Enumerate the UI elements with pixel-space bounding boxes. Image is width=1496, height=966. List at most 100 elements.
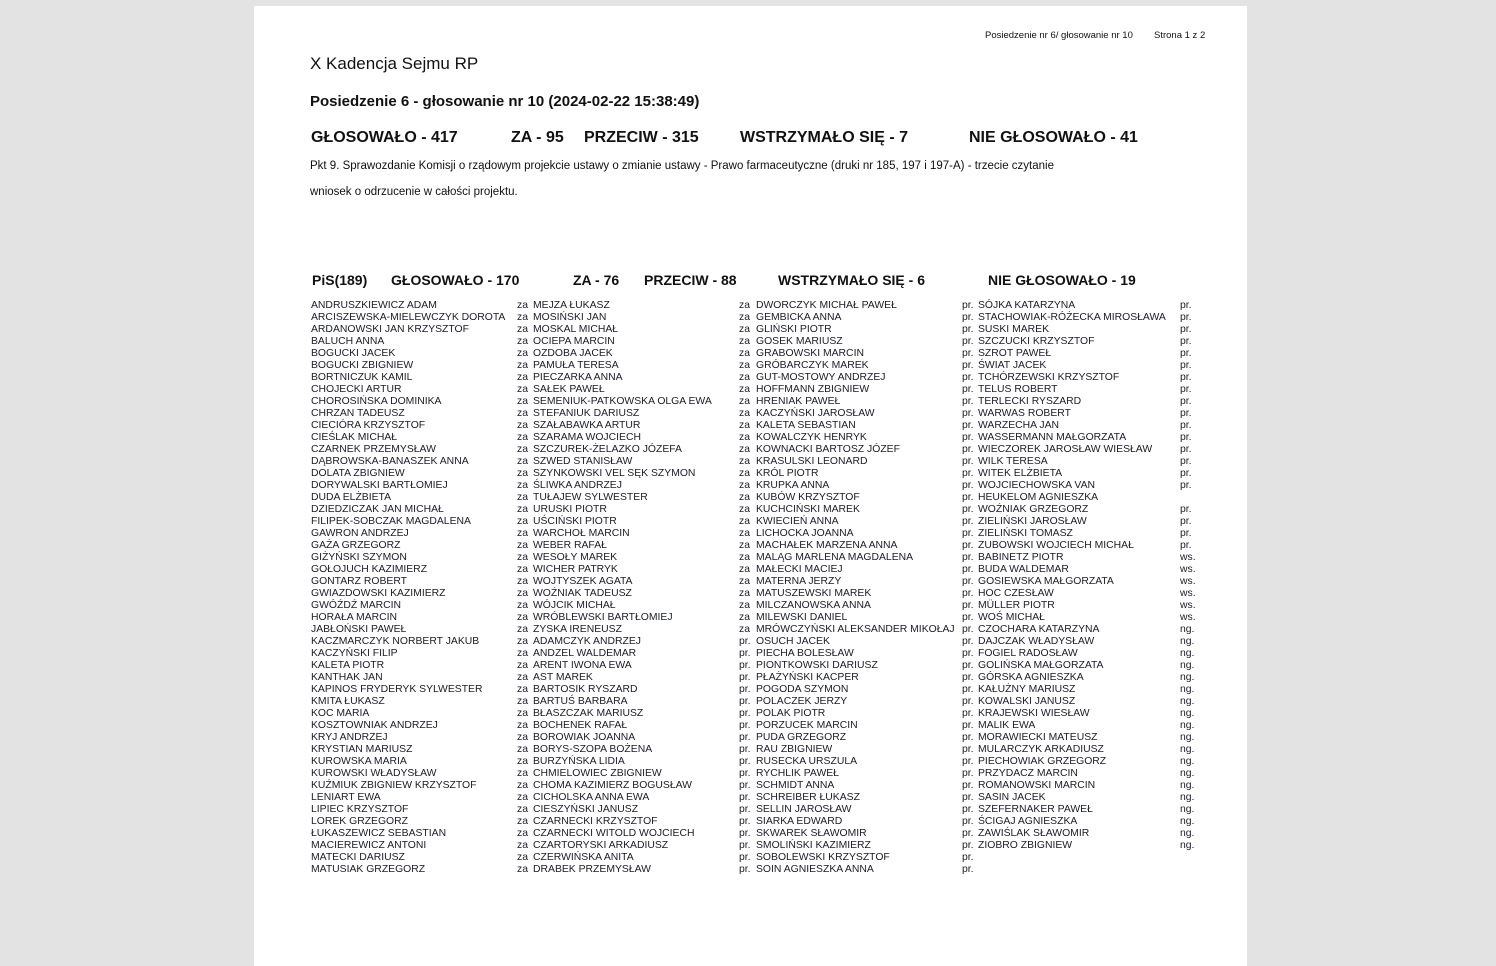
member-vote: pr. [1180,432,1192,443]
member-name: CZARNECKI KRZYSZTOF [533,816,658,827]
member-name: KOSZTOWNIAK ANDRZEJ [311,720,438,731]
member-row: SELLIN JAROSŁAW pr. [756,804,978,816]
member-name: SUSKI MAREK [978,324,1050,335]
member-row: KACZMARCZYK NORBERT JAKUB za [311,636,533,648]
member-name: KRÓL PIOTR [756,468,819,479]
member-vote: pr. [739,852,751,863]
member-name: KACZMARCZYK NORBERT JAKUB [311,636,480,647]
member-vote: za [517,756,528,767]
member-name: WITEK ELŻBIETA [978,468,1063,479]
member-vote: pr. [962,804,974,815]
member-row: BOGUCKI ZBIGNIEW za [311,360,533,372]
member-row: KOWALSKI JANUSZ ng. [978,696,1200,708]
member-row: SZYNKOWSKI VEL SĘK SZYMON za [533,468,755,480]
member-vote: pr. [962,624,974,635]
motion-description: wniosek o odrzucenie w całości projektu. [310,186,518,198]
member-vote: pr. [962,348,974,359]
member-name: SZARAMA WOJCIECH [533,432,641,443]
member-row: KRAJEWSKI WIESŁAW ng. [978,708,1200,720]
member-row: PIECHA BOLESŁAW pr. [756,648,978,660]
member-name: WOJCIECHOWSKA VAN HEUKELOM AGNIESZKA [978,480,1099,503]
member-vote: pr. [962,708,974,719]
member-row: BUDA WALDEMAR ws. [978,564,1200,576]
member-vote: za [517,864,528,875]
member-row: WRÓBLEWSKI BARTŁOMIEJ za [533,612,755,624]
member-name: MATERNA JERZY [756,576,842,587]
member-name: PIECZARKA ANNA [533,372,623,383]
member-name: KAPINOS FRYDERYK SYLWESTER [311,684,483,695]
member-name: WOJTYSZEK AGATA [533,576,633,587]
member-name: GIŻYŃSKI SZYMON [311,552,407,563]
member-row: KRYJ ANDRZEJ za [311,732,533,744]
member-name: SOBOLEWSKI KRZYSZTOF [756,852,890,863]
member-vote: pr. [962,828,974,839]
member-vote: ws. [1180,576,1196,587]
member-name: STACHOWIAK-RÓŻECKA MIROSŁAWA [978,312,1166,323]
member-row: GWÓŹDŹ MARCIN za [311,600,533,612]
member-row: GWIAZDOWSKI KAZIMIERZ za [311,588,533,600]
member-vote: za [517,804,528,815]
member-vote: za [739,480,750,491]
member-vote: za [517,636,528,647]
member-row: GRABOWSKI MARCIN pr. [756,348,978,360]
member-vote: pr. [962,600,974,611]
member-row: KRÓL PIOTR pr. [756,468,978,480]
member-vote: za [739,516,750,527]
member-vote: pr. [1180,420,1192,431]
member-row: TUŁAJEW SYLWESTER za [533,492,755,504]
member-row: WOŚ MICHAŁ ws. [978,612,1200,624]
member-vote: ng. [1180,792,1195,803]
member-row: DUDA ELŻBIETA za [311,492,533,504]
member-row: ZYSKA IRENEUSZ za [533,624,755,636]
member-row: GRÓBARCZYK MAREK pr. [756,360,978,372]
member-vote: ng. [1180,696,1195,707]
member-row: MACIEREWICZ ANTONI za [311,840,533,852]
member-row: MALĄG MARLENA MAGDALENA pr. [756,552,978,564]
member-vote: za [739,468,750,479]
member-name: WILK TERESA [978,456,1048,467]
member-row: CHRZAN TADEUSZ za [311,408,533,420]
member-vote: za [517,840,528,851]
member-row: SKWAREK SŁAWOMIR pr. [756,828,978,840]
member-row: OZDOBA JACEK za [533,348,755,360]
member-row: SUSKI MAREK pr. [978,324,1200,336]
member-vote: za [739,492,750,503]
member-row: STEFANIUK DARIUSZ za [533,408,755,420]
member-vote: pr. [962,816,974,827]
member-vote: za [517,372,528,383]
member-row: SCHMIDT ANNA pr. [756,780,978,792]
member-row: KOSZTOWNIAK ANDRZEJ za [311,720,533,732]
member-name: ANDRUSZKIEWICZ ADAM [311,300,437,311]
member-vote: ng. [1180,636,1195,647]
member-vote: pr. [962,516,974,527]
member-row: SZARAMA WOJCIECH za [533,432,755,444]
member-row: MACHAŁEK MARZENA ANNA pr. [756,540,978,552]
member-name: ZYSKA IRENEUSZ [533,624,622,635]
member-row: BORYS-SZOPA BOŻENA pr. [533,744,755,756]
member-row: KWIECIEŃ ANNA pr. [756,516,978,528]
member-name: RUSECKA URSZULA [756,756,858,767]
member-vote: za [517,444,528,455]
member-name: BUDA WALDEMAR [978,564,1069,575]
member-name: SKWAREK SŁAWOMIR [756,828,867,839]
member-name: RYCHLIK PAWEŁ [756,768,839,779]
document-page: Posiedzenie nr 6/ głosowanie nr 10 Stron… [254,6,1247,966]
member-vote: pr. [739,708,751,719]
member-vote: pr. [962,768,974,779]
member-name: OSUCH JACEK [756,636,830,647]
member-vote: pr. [962,684,974,695]
member-name: SEMENIUK-PATKOWSKA OLGA EWA [533,396,712,407]
member-vote: za [517,504,528,515]
member-row: ZIOBRO ZBIGNIEW ng. [978,840,1200,852]
member-row: CZARNECKI KRZYSZTOF pr. [533,816,755,828]
member-vote: ng. [1180,768,1195,779]
member-row: HRENIAK PAWEŁ pr. [756,396,978,408]
member-row: RAU ZBIGNIEW pr. [756,744,978,756]
member-row: MRÓWCZYŃSKI ALEKSANDER MIKOŁAJ pr. [756,624,978,636]
member-name: SCHMIDT ANNA [756,780,835,791]
member-name: ŚWIAT JACEK [978,360,1047,371]
member-name: MOSIŃSKI JAN [533,312,607,323]
member-vote: za [739,504,750,515]
member-name: TELUS ROBERT [978,384,1058,395]
member-row: BALUCH ANNA za [311,336,533,348]
